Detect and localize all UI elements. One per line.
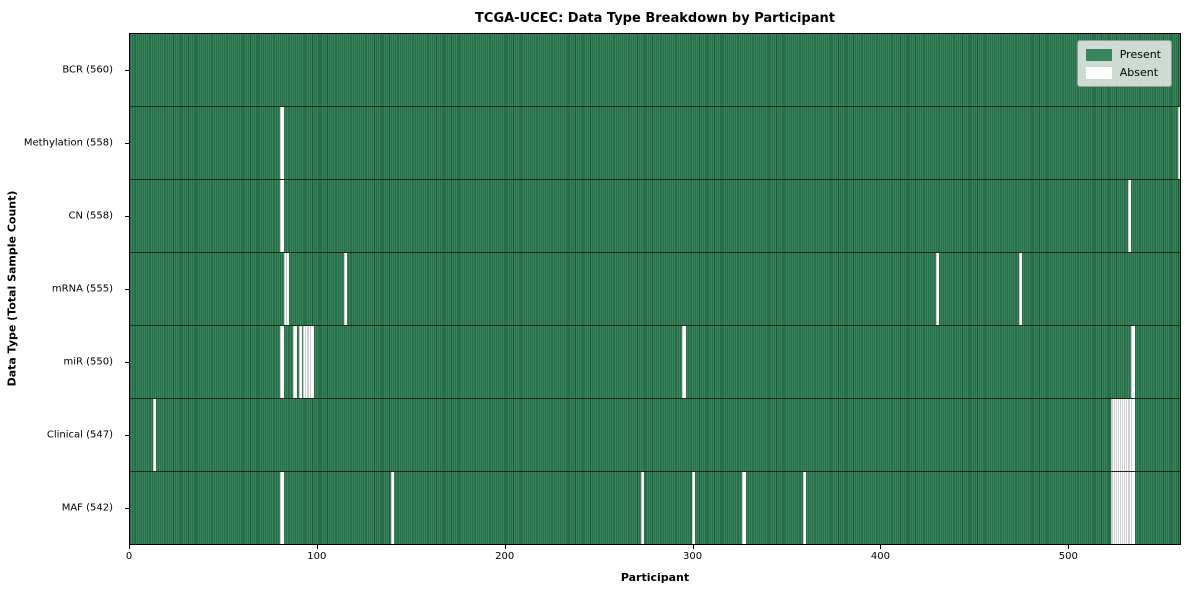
x-tick-mark — [880, 545, 882, 549]
x-tick-label: 300 — [683, 551, 703, 562]
x-tick-label: 200 — [495, 551, 515, 562]
y-axis-label: Data Type (Total Sample Count) — [5, 190, 19, 387]
present-swatch — [1085, 48, 1112, 61]
absent-cell — [391, 472, 395, 544]
x-tick-mark — [504, 545, 506, 549]
y-tick-mark — [125, 289, 129, 290]
absent-cell — [1178, 107, 1180, 179]
absent-cell — [285, 253, 290, 325]
x-tick-mark — [129, 545, 130, 549]
heatmap-row — [130, 180, 1180, 253]
absent-cell — [1116, 472, 1120, 544]
chart-title: TCGA-UCEC: Data Type Breakdown by Partic… — [475, 11, 835, 26]
y-tick-label: Methylation (558) — [23, 137, 113, 149]
absent-cell — [1120, 472, 1124, 544]
absent-cell — [1110, 472, 1114, 544]
legend-item-absent: Absent — [1085, 66, 1161, 79]
legend: Present Absent — [1076, 40, 1172, 87]
legend-label-present: Present — [1119, 48, 1161, 61]
absent-cell — [682, 326, 686, 398]
absent-cell — [1120, 399, 1124, 471]
absent-cell — [1125, 399, 1129, 471]
absent-cell — [691, 472, 695, 544]
absent-cell — [1127, 180, 1131, 252]
absent-cell — [344, 253, 348, 325]
legend-label-absent: Absent — [1119, 66, 1159, 79]
absent-cell — [299, 326, 303, 398]
heatmap-row — [130, 253, 1180, 326]
legend-item-present: Present — [1085, 48, 1161, 61]
absent-cell — [1123, 472, 1128, 544]
absent-cell — [1131, 472, 1135, 544]
absent-cell — [1112, 399, 1116, 471]
absent-swatch — [1085, 66, 1112, 79]
absent-cell — [310, 326, 314, 398]
absent-cell — [152, 399, 156, 471]
absent-cell — [280, 107, 284, 179]
y-tick-label: miR (550) — [63, 356, 113, 368]
absent-cell — [802, 472, 806, 544]
x-tick-label: 100 — [307, 551, 327, 562]
absent-cell — [1127, 399, 1131, 471]
absent-cell — [1129, 472, 1133, 544]
absent-cell — [1131, 326, 1135, 398]
absent-cell — [1118, 399, 1122, 471]
absent-cell — [1123, 399, 1128, 471]
y-tick-label: Clinical (547) — [46, 429, 113, 441]
y-tick-mark — [125, 435, 129, 437]
absent-cell — [1112, 472, 1116, 544]
absent-cell — [280, 472, 284, 544]
y-tick-label: BCR (560) — [62, 64, 113, 76]
absent-cell — [640, 472, 645, 544]
absent-cell — [1116, 399, 1120, 471]
y-tick-mark — [125, 362, 129, 364]
y-tick-mark — [125, 215, 129, 217]
absent-cell — [284, 253, 288, 325]
absent-cell — [308, 326, 312, 398]
absent-cell — [293, 326, 297, 398]
absent-cell — [1121, 399, 1126, 471]
absent-cell — [304, 326, 308, 398]
x-tick-mark — [692, 545, 694, 549]
absent-cell — [1110, 399, 1114, 471]
heatmap-plot-area: Present Absent — [129, 33, 1181, 545]
absent-cell — [280, 326, 284, 398]
absent-cell — [1129, 399, 1133, 471]
y-tick-label: mRNA (555) — [51, 283, 113, 295]
absent-cell — [1121, 472, 1126, 544]
absent-cell — [742, 472, 746, 544]
heatmap-row — [130, 107, 1180, 180]
x-tick-mark — [316, 545, 318, 549]
absent-cell — [306, 326, 310, 398]
heatmap-row — [130, 472, 1180, 544]
absent-cell — [1118, 472, 1122, 544]
absent-cell — [302, 326, 307, 398]
absent-cell — [1114, 399, 1118, 471]
absent-cell — [1114, 472, 1118, 544]
x-tick-label: 400 — [870, 551, 890, 562]
y-tick-mark — [125, 508, 129, 510]
y-tick-mark — [125, 142, 129, 144]
y-tick-label: MAF (542) — [61, 502, 113, 514]
heatmap-row — [130, 34, 1180, 107]
heatmap-row — [130, 326, 1180, 399]
absent-cell — [1125, 472, 1129, 544]
x-tick-mark — [1068, 545, 1070, 549]
x-tick-label: 500 — [1058, 551, 1078, 562]
absent-cell — [280, 180, 284, 252]
absent-cell — [1018, 253, 1022, 325]
y-tick-label: CN (558) — [68, 210, 113, 222]
x-tick-label: 0 — [125, 551, 133, 562]
absent-cell — [1127, 472, 1131, 544]
y-tick-mark — [125, 69, 129, 71]
x-axis-label: Participant — [620, 571, 690, 584]
absent-cell — [935, 253, 940, 325]
heatmap-row — [130, 399, 1180, 472]
absent-cell — [1131, 399, 1135, 471]
